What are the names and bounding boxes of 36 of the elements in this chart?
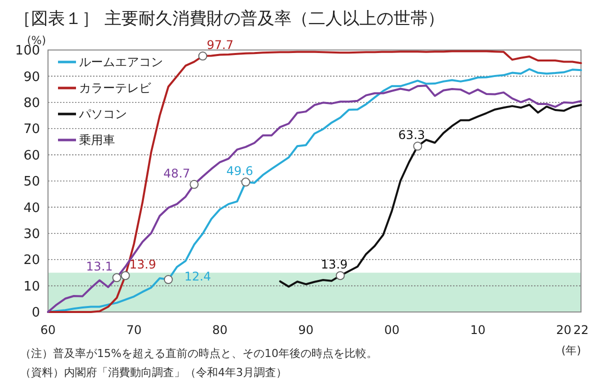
y-tick-label: 70 xyxy=(23,122,40,138)
x-tick-label: 22 xyxy=(573,323,589,337)
y-tick-label: 60 xyxy=(23,148,40,164)
y-tick-label: 10 xyxy=(23,279,40,294)
x-tick-label: 20 xyxy=(556,323,572,337)
text: （資料）内閣府「消費動向調査」（令和4年3月調査） xyxy=(20,366,287,379)
legend-label: カラーテレビ xyxy=(79,81,152,96)
annotation: 97.7 xyxy=(206,38,234,52)
y-tick-label: 30 xyxy=(23,226,40,242)
x-tick-label: 70 xyxy=(126,323,142,337)
x-tick-label: 00 xyxy=(384,323,400,337)
y-tick-label: 80 xyxy=(23,96,40,111)
y-tick-label: 50 xyxy=(23,174,40,190)
text: （注）普及率が15%を超える直前の時点と、その10年後の時点を比較。 xyxy=(20,347,378,360)
x-tick-label: 90 xyxy=(298,323,314,337)
x-axis-title: (年) xyxy=(561,344,581,357)
y-tick-label: 40 xyxy=(23,200,40,216)
y-tick-label: 100 xyxy=(15,44,40,59)
x-tick-label: 60 xyxy=(40,323,56,337)
annotation: 48.7 xyxy=(163,166,190,180)
y-tick-label: 20 xyxy=(23,253,40,268)
x-tick-label: 10 xyxy=(470,323,486,337)
annotation: 13.9 xyxy=(129,258,156,272)
annotation: 13.1 xyxy=(86,260,113,274)
annotation: 49.6 xyxy=(226,164,254,178)
line-series xyxy=(279,104,582,288)
annotation: 13.9 xyxy=(320,258,348,272)
x-tick-label: 80 xyxy=(212,323,228,337)
annotation: 63.3 xyxy=(398,128,426,142)
y-tick-label: 90 xyxy=(23,70,40,85)
legend-label: ルームエアコン xyxy=(79,55,163,70)
y-tick-label: 0 xyxy=(32,306,40,321)
chart-title: ［図表１］ 主要耐久消費財の普及率（二人以上の世帯） xyxy=(14,9,444,29)
legend-label: パソコン xyxy=(78,107,127,122)
legend-label: 乗用車 xyxy=(79,133,115,148)
annotation: 12.4 xyxy=(184,270,212,284)
